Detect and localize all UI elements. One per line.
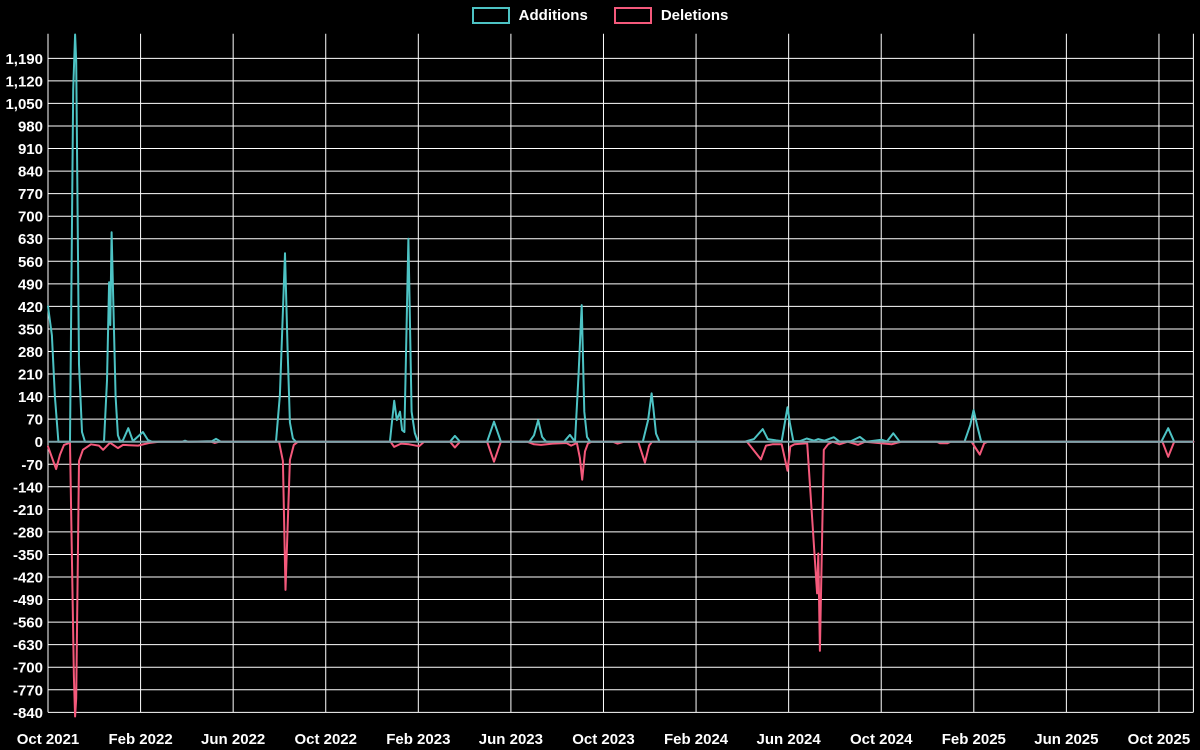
y-tick-label: -770 (13, 682, 43, 699)
x-tick-label: Jun 2022 (201, 731, 265, 748)
y-tick-label: 350 (18, 321, 43, 338)
y-tick-label: 70 (26, 412, 43, 429)
x-tick-label: Oct 2024 (850, 731, 913, 748)
y-tick-label: 0 (35, 434, 43, 451)
y-tick-label: -700 (13, 660, 43, 677)
y-tick-label: -490 (13, 592, 43, 609)
x-tick-label: Jun 2024 (757, 731, 822, 748)
y-tick-label: -630 (13, 637, 43, 654)
y-tick-label: -840 (13, 705, 43, 722)
y-tick-label: -140 (13, 479, 43, 496)
x-tick-label: Oct 2021 (17, 731, 80, 748)
y-tick-label: 630 (18, 231, 43, 248)
y-tick-label: 560 (18, 254, 43, 271)
y-tick-label: 1,120 (5, 73, 43, 90)
deletions-swatch (613, 7, 652, 24)
y-tick-label: -280 (13, 524, 43, 541)
y-tick-label: -350 (13, 547, 43, 564)
y-tick-label: 210 (18, 367, 43, 384)
y-tick-label: 420 (18, 299, 43, 316)
y-tick-label: 910 (18, 141, 43, 158)
y-tick-label: 1,190 (5, 51, 43, 68)
y-tick-label: 770 (18, 186, 43, 203)
y-tick-label: 140 (18, 389, 43, 406)
additions-swatch (471, 7, 510, 24)
x-tick-label: Oct 2023 (572, 731, 635, 748)
y-tick-label: 280 (18, 344, 43, 361)
y-tick-label: -420 (13, 570, 43, 587)
legend-label-deletions: Deletions (660, 7, 729, 24)
x-tick-label: Oct 2022 (294, 731, 357, 748)
legend-label-additions: Additions (518, 7, 588, 24)
legend-item-additions[interactable]: Additions (471, 7, 588, 24)
chart-legend: Additions Deletions (0, 7, 1200, 24)
x-tick-label: Oct 2025 (1128, 731, 1191, 748)
y-tick-label: 980 (18, 118, 43, 135)
y-tick-label: 490 (18, 276, 43, 293)
axis-labels: 1,1901,1201,0509809108407707006305604904… (5, 51, 1190, 748)
series-line-deletions (47, 440, 1195, 718)
x-tick-label: Feb 2022 (108, 731, 172, 748)
x-tick-label: Feb 2024 (664, 731, 729, 748)
y-tick-label: -210 (13, 502, 43, 519)
series-line-additions (47, 33, 1195, 443)
grid-lines (47, 33, 1194, 713)
y-tick-label: 1,050 (5, 96, 43, 113)
y-tick-label: -560 (13, 615, 43, 632)
series-lines (47, 33, 1195, 718)
x-tick-label: Feb 2023 (386, 731, 450, 748)
x-tick-label: Jun 2023 (479, 731, 543, 748)
y-tick-label: 700 (18, 209, 43, 226)
x-tick-label: Feb 2025 (942, 731, 1006, 748)
y-tick-label: -70 (21, 457, 43, 474)
x-tick-label: Jun 2025 (1034, 731, 1098, 748)
legend-item-deletions[interactable]: Deletions (613, 7, 729, 24)
y-tick-label: 840 (18, 164, 43, 181)
